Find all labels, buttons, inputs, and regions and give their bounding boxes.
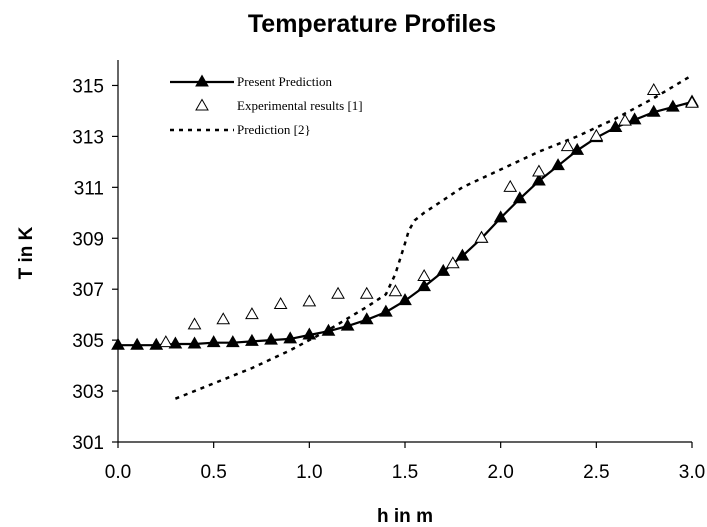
experimental-result-marker (445, 256, 460, 269)
experimental-result-marker (388, 284, 403, 297)
y-tick-label: 301 (72, 433, 104, 454)
experimental-result-marker (158, 335, 173, 348)
legend-label-prediction-2: Prediction [2} (237, 122, 311, 137)
experimental-result-marker (216, 312, 231, 325)
experimental-result-marker (503, 179, 518, 192)
series-line-prediction-2 (174, 74, 693, 400)
x-axis-label: h in m (377, 506, 433, 527)
experimental-result-marker (560, 139, 575, 152)
legend-experimental-marker (195, 98, 209, 111)
present-prediction-marker (168, 336, 183, 349)
x-tick-label: 3.0 (679, 462, 705, 483)
experimental-result-marker (474, 230, 489, 243)
legend-box (168, 67, 406, 139)
experimental-result-marker (417, 268, 431, 281)
legend-label-experimental-results: Experimental results [1] (237, 98, 363, 113)
experimental-result-marker (359, 286, 374, 299)
experimental-result-marker (646, 83, 661, 96)
y-tick-label: 315 (72, 76, 104, 97)
experimental-result-marker (618, 113, 632, 126)
present-prediction-marker (436, 263, 451, 276)
present-prediction-marker (321, 323, 336, 336)
present-prediction-marker (245, 333, 259, 346)
x-ticks: 0.0 0.5 1.0 1.5 2.0 2.5 3.0 (105, 442, 705, 483)
present-prediction-marker (493, 210, 508, 223)
present-prediction-marker (359, 312, 374, 325)
present-prediction-marker (646, 104, 661, 117)
y-ticks: 301 303 305 307 309 311 313 315 (72, 76, 118, 454)
legend: Present Prediction Experimental results … (168, 67, 406, 139)
present-prediction-marker (302, 327, 317, 340)
x-tick-label: 0.0 (105, 462, 131, 483)
experimental-result-marker (685, 95, 699, 108)
present-prediction-marker (149, 337, 164, 350)
plot-area (111, 74, 699, 400)
present-prediction-marker (608, 119, 623, 132)
present-prediction-marker (627, 112, 642, 125)
present-prediction-marker (187, 336, 202, 349)
x-tick-label: 1.5 (392, 462, 418, 483)
present-prediction-marker (551, 158, 565, 171)
present-prediction-marker (130, 337, 144, 350)
y-tick-label: 303 (72, 382, 104, 403)
present-prediction-marker (570, 142, 585, 155)
legend-label-present-prediction: Present Prediction (237, 74, 332, 89)
present-prediction-marker (455, 248, 470, 261)
present-prediction-marker (532, 173, 546, 186)
experimental-result-marker (589, 128, 604, 141)
y-tick-label: 305 (72, 331, 104, 352)
experimental-result-marker (302, 294, 317, 307)
experimental-result-marker (245, 307, 259, 320)
x-tick-label: 0.5 (200, 462, 226, 483)
present-prediction-marker (666, 99, 680, 112)
experimental-result-marker (532, 164, 546, 177)
x-tick-label: 2.5 (583, 462, 609, 483)
present-prediction-marker (417, 279, 431, 292)
y-tick-label: 311 (74, 178, 104, 199)
y-tick-label: 309 (72, 229, 104, 250)
x-tick-label: 2.0 (487, 462, 513, 483)
legend-present-marker (195, 74, 209, 87)
present-prediction-marker (379, 304, 393, 317)
present-prediction-marker (225, 335, 240, 348)
present-prediction-marker (398, 293, 412, 306)
experimental-result-marker (187, 317, 202, 330)
present-prediction-marker (340, 318, 355, 331)
present-prediction-marker (111, 337, 125, 350)
experimental-result-marker (331, 286, 345, 299)
present-prediction-marker (283, 331, 298, 344)
y-axis-label: T in K (16, 226, 37, 279)
present-prediction-marker (512, 191, 527, 204)
present-prediction-marker (206, 335, 221, 348)
chart-title: Temperature Profiles (248, 10, 496, 38)
experimental-result-marker (273, 296, 288, 309)
y-tick-label: 307 (72, 280, 104, 301)
x-tick-label: 1.0 (296, 462, 322, 483)
y-tick-label: 313 (72, 127, 104, 148)
present-prediction-marker (264, 332, 278, 345)
